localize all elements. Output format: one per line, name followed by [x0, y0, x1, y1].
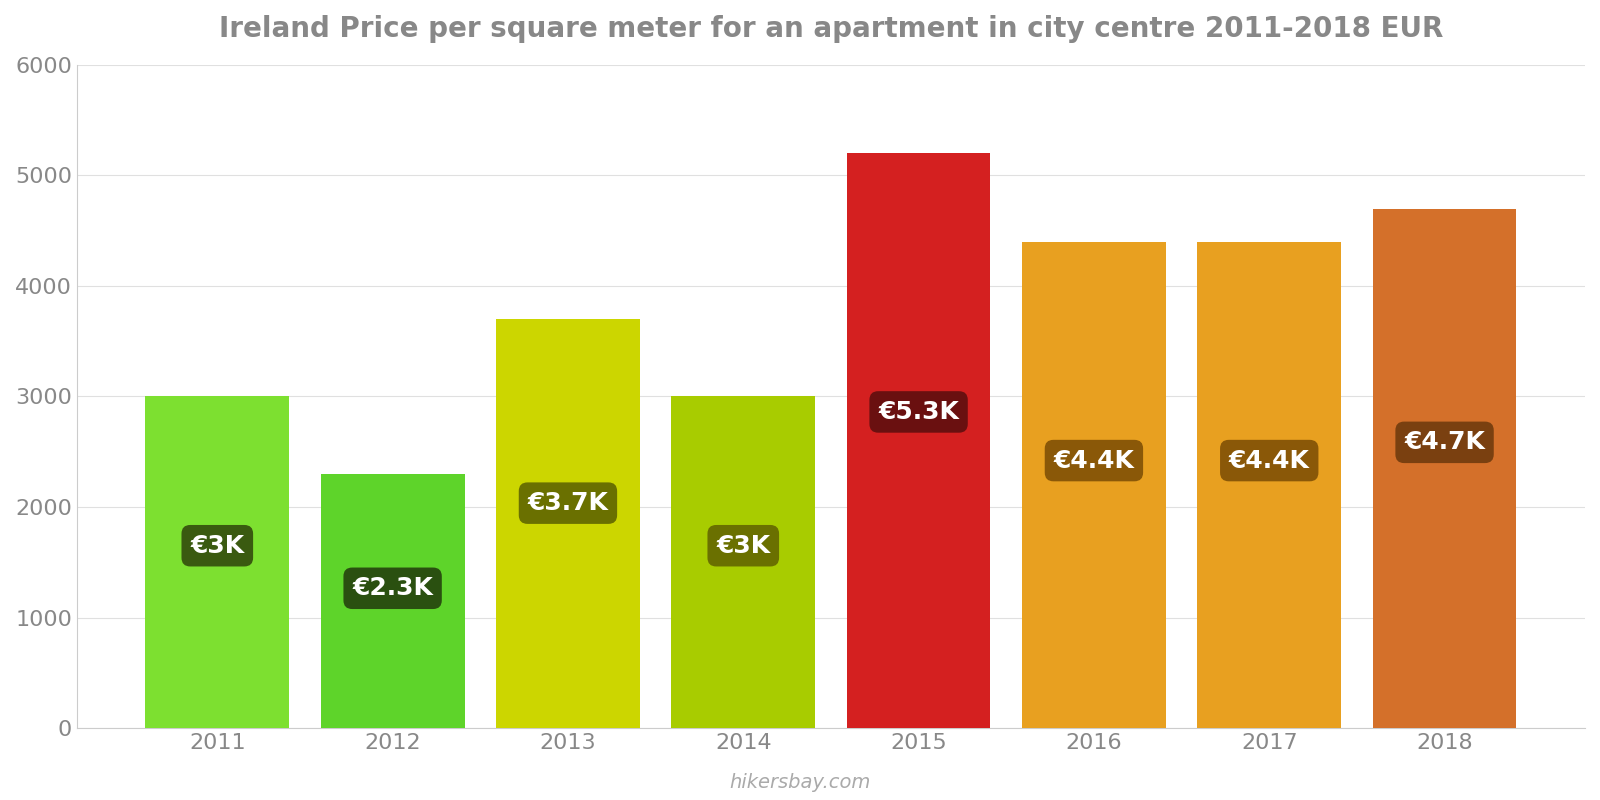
Text: €4.7K: €4.7K [1405, 430, 1485, 454]
Title: Ireland Price per square meter for an apartment in city centre 2011-2018 EUR: Ireland Price per square meter for an ap… [219, 15, 1443, 43]
Text: hikersbay.com: hikersbay.com [730, 773, 870, 792]
Bar [846, 154, 990, 728]
Bar [146, 397, 290, 728]
Bar [320, 474, 464, 728]
Bar [1197, 242, 1341, 728]
Bar [1373, 209, 1517, 728]
Text: €5.3K: €5.3K [878, 400, 958, 424]
Text: €2.3K: €2.3K [352, 576, 434, 600]
Bar [1022, 242, 1166, 728]
Text: €3K: €3K [190, 534, 245, 558]
Text: €4.4K: €4.4K [1229, 449, 1310, 473]
Text: €3.7K: €3.7K [528, 491, 608, 515]
Text: €3K: €3K [717, 534, 770, 558]
Bar [672, 397, 814, 728]
Bar [496, 319, 640, 728]
Text: €4.4K: €4.4K [1053, 449, 1134, 473]
